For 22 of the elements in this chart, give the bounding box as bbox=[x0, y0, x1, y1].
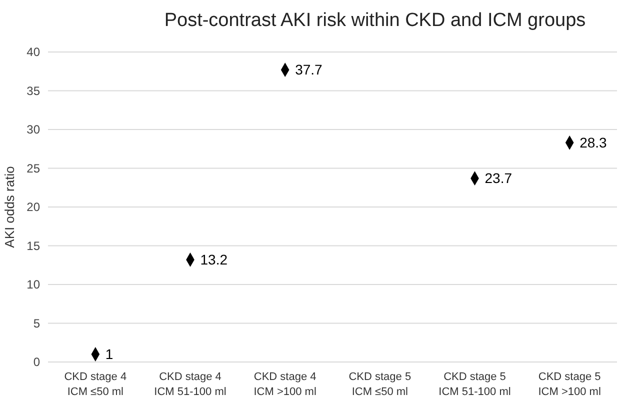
y-axis-title: AKI odds ratio bbox=[2, 166, 17, 248]
y-tick-label: 35 bbox=[26, 84, 40, 98]
data-label: 13.2 bbox=[200, 252, 228, 268]
data-label: 23.7 bbox=[484, 170, 512, 186]
y-tick-label: 0 bbox=[33, 355, 40, 370]
x-tick-label: CKD stage 4 ICM >100 ml bbox=[254, 371, 316, 398]
y-tick-label: 20 bbox=[26, 200, 40, 214]
x-tick-label: CKD stage 5 ICM 51-100 ml bbox=[438, 371, 511, 398]
data-label: 37.7 bbox=[295, 62, 323, 78]
x-tick-label: CKD stage 5 ICM ≤50 ml bbox=[348, 371, 412, 398]
data-label: 1 bbox=[105, 346, 114, 362]
x-tick-label: CKD stage 5 ICM >100 ml bbox=[538, 371, 601, 398]
y-tick-label: 5 bbox=[33, 316, 40, 330]
x-tick-label: CKD stage 4 ICM 51-100 ml bbox=[154, 371, 226, 398]
y-tick-label: 30 bbox=[26, 122, 40, 137]
x-tick-label: CKD stage 4 ICM ≤50 ml bbox=[64, 371, 127, 398]
y-tick-label: 25 bbox=[26, 161, 40, 176]
y-tick-label: 15 bbox=[26, 238, 40, 253]
y-tick-label: 10 bbox=[26, 278, 40, 292]
y-tick-label: 40 bbox=[26, 45, 40, 60]
data-label: 28.3 bbox=[580, 134, 608, 151]
chart-title: Post-contrast AKI risk within CKD and ICM groups bbox=[164, 10, 586, 31]
